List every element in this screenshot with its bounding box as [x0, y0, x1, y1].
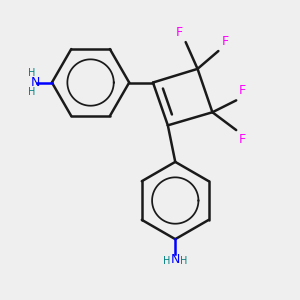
- Text: F: F: [239, 133, 246, 146]
- Text: F: F: [221, 35, 229, 48]
- Text: N: N: [171, 253, 180, 266]
- Text: F: F: [176, 26, 183, 39]
- Text: H: H: [28, 68, 36, 78]
- Text: H: H: [164, 256, 171, 266]
- Text: H: H: [28, 87, 36, 97]
- Text: H: H: [180, 256, 187, 266]
- Text: N: N: [31, 76, 40, 89]
- Text: F: F: [239, 84, 246, 98]
